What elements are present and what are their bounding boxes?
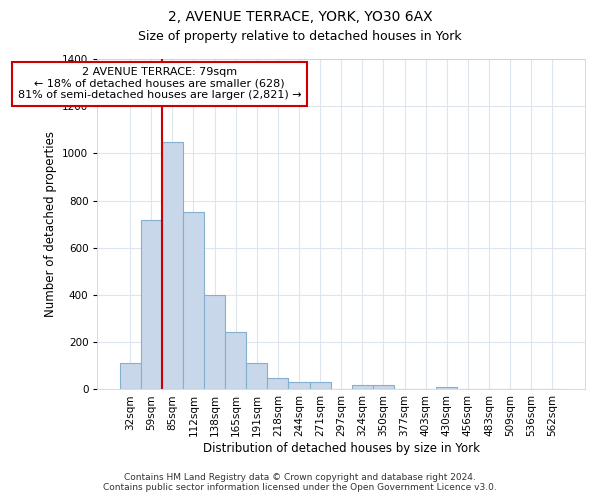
Bar <box>289 382 310 390</box>
Bar <box>246 364 268 390</box>
Bar <box>373 384 394 390</box>
Bar <box>310 382 331 390</box>
Bar <box>204 295 225 390</box>
Bar <box>268 378 289 390</box>
Bar <box>436 387 457 390</box>
Y-axis label: Number of detached properties: Number of detached properties <box>44 131 56 317</box>
Bar <box>119 364 140 390</box>
Bar <box>162 142 183 390</box>
Bar <box>140 220 162 390</box>
X-axis label: Distribution of detached houses by size in York: Distribution of detached houses by size … <box>203 442 480 455</box>
Text: 2 AVENUE TERRACE: 79sqm
← 18% of detached houses are smaller (628)
81% of semi-d: 2 AVENUE TERRACE: 79sqm ← 18% of detache… <box>18 68 302 100</box>
Bar <box>225 332 246 390</box>
Text: 2, AVENUE TERRACE, YORK, YO30 6AX: 2, AVENUE TERRACE, YORK, YO30 6AX <box>167 10 433 24</box>
Text: Size of property relative to detached houses in York: Size of property relative to detached ho… <box>138 30 462 43</box>
Bar <box>183 212 204 390</box>
Text: Contains HM Land Registry data © Crown copyright and database right 2024.
Contai: Contains HM Land Registry data © Crown c… <box>103 473 497 492</box>
Bar <box>352 384 373 390</box>
